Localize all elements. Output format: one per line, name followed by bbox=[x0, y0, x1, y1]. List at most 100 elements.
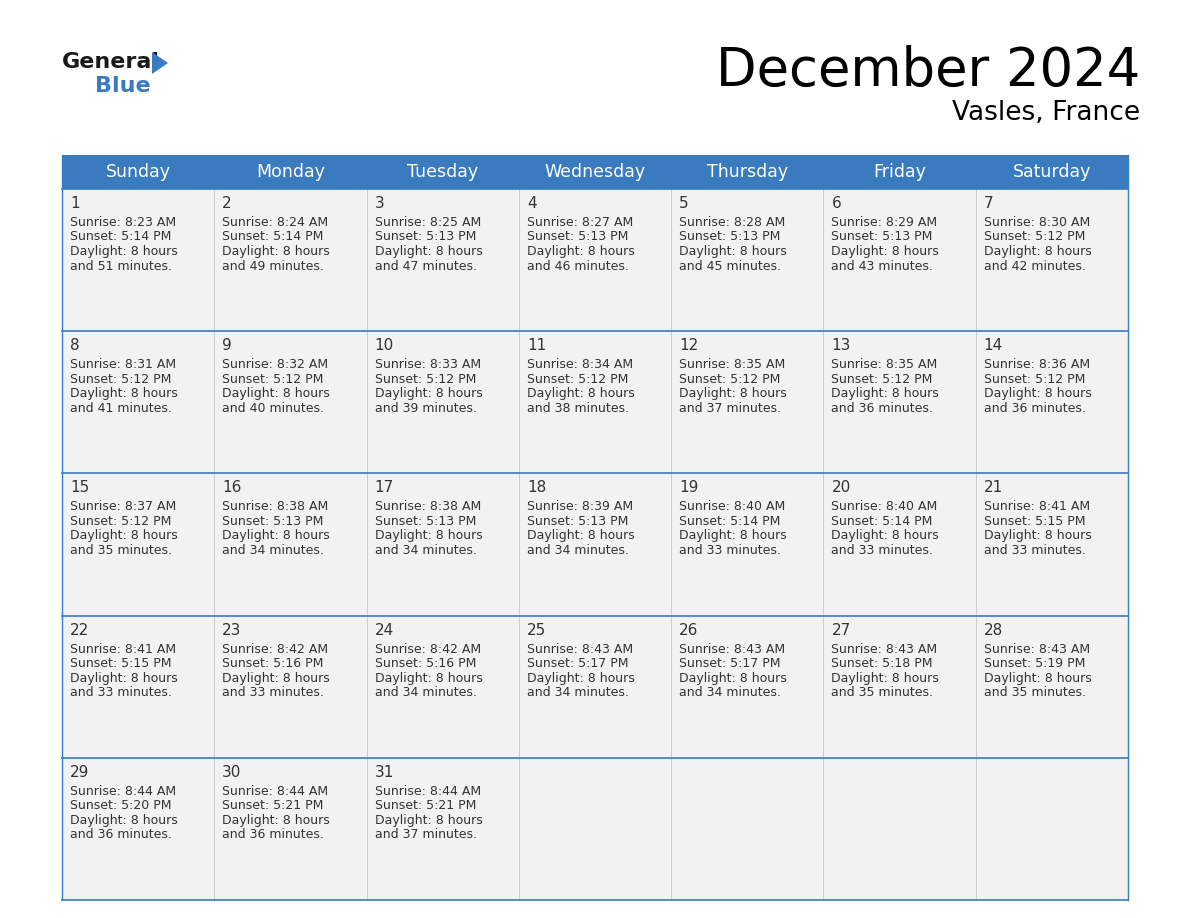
Text: Sunrise: 8:25 AM: Sunrise: 8:25 AM bbox=[374, 216, 481, 229]
Text: Saturday: Saturday bbox=[1012, 163, 1091, 181]
Text: and 34 minutes.: and 34 minutes. bbox=[374, 543, 476, 557]
Text: Daylight: 8 hours: Daylight: 8 hours bbox=[526, 530, 634, 543]
Bar bbox=[62, 757, 214, 900]
Bar bbox=[671, 757, 823, 900]
Bar bbox=[214, 155, 367, 189]
Text: Daylight: 8 hours: Daylight: 8 hours bbox=[832, 245, 940, 258]
Text: 16: 16 bbox=[222, 480, 241, 496]
Bar bbox=[214, 474, 367, 616]
Text: Monday: Monday bbox=[255, 163, 324, 181]
Bar bbox=[367, 331, 519, 474]
Text: Daylight: 8 hours: Daylight: 8 hours bbox=[374, 672, 482, 685]
Text: Sunday: Sunday bbox=[106, 163, 171, 181]
Text: 28: 28 bbox=[984, 622, 1003, 638]
Text: Sunset: 5:15 PM: Sunset: 5:15 PM bbox=[70, 657, 171, 670]
Bar bbox=[975, 757, 1127, 900]
Text: 31: 31 bbox=[374, 765, 394, 779]
Text: Sunset: 5:15 PM: Sunset: 5:15 PM bbox=[984, 515, 1085, 528]
Bar bbox=[367, 474, 519, 616]
Text: Sunrise: 8:27 AM: Sunrise: 8:27 AM bbox=[526, 216, 633, 229]
Text: Sunrise: 8:37 AM: Sunrise: 8:37 AM bbox=[70, 500, 176, 513]
Text: and 35 minutes.: and 35 minutes. bbox=[984, 686, 1086, 700]
Text: Sunset: 5:12 PM: Sunset: 5:12 PM bbox=[70, 373, 171, 386]
Text: Daylight: 8 hours: Daylight: 8 hours bbox=[70, 813, 178, 827]
Bar bbox=[671, 474, 823, 616]
Text: Sunset: 5:12 PM: Sunset: 5:12 PM bbox=[832, 373, 933, 386]
Text: 9: 9 bbox=[222, 338, 232, 353]
Text: General: General bbox=[62, 52, 160, 72]
Text: and 34 minutes.: and 34 minutes. bbox=[680, 686, 781, 700]
Bar bbox=[214, 616, 367, 757]
Text: Sunset: 5:13 PM: Sunset: 5:13 PM bbox=[680, 230, 781, 243]
Text: Sunrise: 8:35 AM: Sunrise: 8:35 AM bbox=[832, 358, 937, 371]
Text: Sunset: 5:17 PM: Sunset: 5:17 PM bbox=[680, 657, 781, 670]
Text: Sunrise: 8:44 AM: Sunrise: 8:44 AM bbox=[70, 785, 176, 798]
Text: Sunset: 5:16 PM: Sunset: 5:16 PM bbox=[222, 657, 323, 670]
Text: Sunrise: 8:43 AM: Sunrise: 8:43 AM bbox=[832, 643, 937, 655]
Text: Sunrise: 8:43 AM: Sunrise: 8:43 AM bbox=[984, 643, 1089, 655]
Text: Daylight: 8 hours: Daylight: 8 hours bbox=[984, 530, 1092, 543]
Text: Sunset: 5:17 PM: Sunset: 5:17 PM bbox=[526, 657, 628, 670]
Text: Sunrise: 8:44 AM: Sunrise: 8:44 AM bbox=[222, 785, 328, 798]
Bar bbox=[214, 189, 367, 331]
Bar bbox=[823, 331, 975, 474]
Text: Daylight: 8 hours: Daylight: 8 hours bbox=[680, 530, 786, 543]
Text: Sunset: 5:20 PM: Sunset: 5:20 PM bbox=[70, 800, 171, 812]
Text: 10: 10 bbox=[374, 338, 393, 353]
Bar bbox=[823, 757, 975, 900]
Text: and 47 minutes.: and 47 minutes. bbox=[374, 260, 476, 273]
Text: and 43 minutes.: and 43 minutes. bbox=[832, 260, 934, 273]
Text: Sunrise: 8:38 AM: Sunrise: 8:38 AM bbox=[222, 500, 329, 513]
Text: Sunrise: 8:28 AM: Sunrise: 8:28 AM bbox=[680, 216, 785, 229]
Text: and 41 minutes.: and 41 minutes. bbox=[70, 402, 172, 415]
Text: 22: 22 bbox=[70, 622, 89, 638]
Text: Sunset: 5:14 PM: Sunset: 5:14 PM bbox=[70, 230, 171, 243]
Text: Sunrise: 8:39 AM: Sunrise: 8:39 AM bbox=[526, 500, 633, 513]
Text: Blue: Blue bbox=[95, 76, 151, 96]
Text: Sunrise: 8:43 AM: Sunrise: 8:43 AM bbox=[526, 643, 633, 655]
Text: Sunrise: 8:31 AM: Sunrise: 8:31 AM bbox=[70, 358, 176, 371]
Text: Sunrise: 8:30 AM: Sunrise: 8:30 AM bbox=[984, 216, 1089, 229]
Text: Daylight: 8 hours: Daylight: 8 hours bbox=[374, 813, 482, 827]
Text: and 33 minutes.: and 33 minutes. bbox=[680, 543, 781, 557]
Text: Daylight: 8 hours: Daylight: 8 hours bbox=[222, 813, 330, 827]
Text: and 33 minutes.: and 33 minutes. bbox=[984, 543, 1086, 557]
Text: Daylight: 8 hours: Daylight: 8 hours bbox=[680, 245, 786, 258]
Text: Sunset: 5:13 PM: Sunset: 5:13 PM bbox=[222, 515, 323, 528]
Text: Daylight: 8 hours: Daylight: 8 hours bbox=[70, 672, 178, 685]
Text: 21: 21 bbox=[984, 480, 1003, 496]
Text: Daylight: 8 hours: Daylight: 8 hours bbox=[374, 245, 482, 258]
Bar bbox=[367, 189, 519, 331]
Text: 29: 29 bbox=[70, 765, 89, 779]
Text: Sunset: 5:19 PM: Sunset: 5:19 PM bbox=[984, 657, 1085, 670]
Text: Sunrise: 8:29 AM: Sunrise: 8:29 AM bbox=[832, 216, 937, 229]
Bar bbox=[214, 757, 367, 900]
Bar bbox=[671, 331, 823, 474]
Bar bbox=[823, 189, 975, 331]
Bar bbox=[671, 616, 823, 757]
Bar bbox=[62, 189, 214, 331]
Text: 5: 5 bbox=[680, 196, 689, 211]
Text: Daylight: 8 hours: Daylight: 8 hours bbox=[70, 387, 178, 400]
Text: Sunset: 5:21 PM: Sunset: 5:21 PM bbox=[222, 800, 323, 812]
Text: Sunset: 5:13 PM: Sunset: 5:13 PM bbox=[374, 515, 476, 528]
Polygon shape bbox=[152, 52, 168, 74]
Text: Sunset: 5:14 PM: Sunset: 5:14 PM bbox=[680, 515, 781, 528]
Text: Sunrise: 8:40 AM: Sunrise: 8:40 AM bbox=[832, 500, 937, 513]
Text: Sunrise: 8:42 AM: Sunrise: 8:42 AM bbox=[374, 643, 481, 655]
Text: and 45 minutes.: and 45 minutes. bbox=[680, 260, 782, 273]
Text: Sunset: 5:21 PM: Sunset: 5:21 PM bbox=[374, 800, 476, 812]
Text: and 33 minutes.: and 33 minutes. bbox=[222, 686, 324, 700]
Text: Sunset: 5:12 PM: Sunset: 5:12 PM bbox=[374, 373, 476, 386]
Bar bbox=[62, 331, 214, 474]
Text: and 34 minutes.: and 34 minutes. bbox=[526, 543, 628, 557]
Text: Daylight: 8 hours: Daylight: 8 hours bbox=[832, 387, 940, 400]
Text: Thursday: Thursday bbox=[707, 163, 788, 181]
Bar bbox=[519, 616, 671, 757]
Text: Daylight: 8 hours: Daylight: 8 hours bbox=[680, 672, 786, 685]
Text: and 38 minutes.: and 38 minutes. bbox=[526, 402, 628, 415]
Text: Sunrise: 8:23 AM: Sunrise: 8:23 AM bbox=[70, 216, 176, 229]
Text: and 36 minutes.: and 36 minutes. bbox=[832, 402, 934, 415]
Text: Sunrise: 8:32 AM: Sunrise: 8:32 AM bbox=[222, 358, 328, 371]
Text: Sunset: 5:12 PM: Sunset: 5:12 PM bbox=[680, 373, 781, 386]
